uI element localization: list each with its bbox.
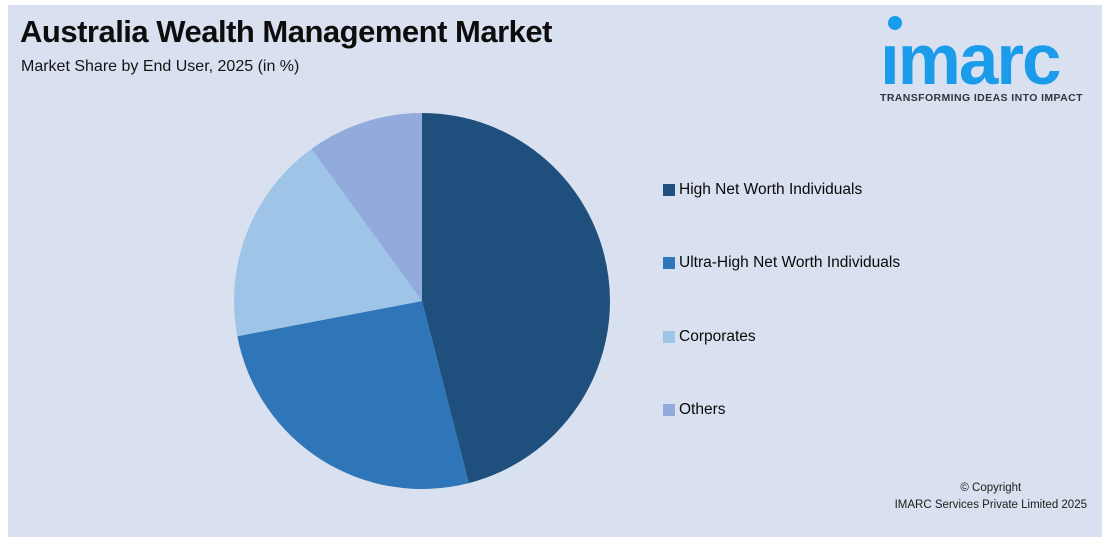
legend-label: High Net Worth Individuals	[679, 181, 863, 198]
page-title: Australia Wealth Management Market	[20, 14, 552, 49]
legend-swatch	[663, 184, 675, 196]
pie-chart	[233, 113, 610, 489]
legend-label: Corporates	[679, 328, 756, 345]
copyright-line2: IMARC Services Private Limited 2025	[894, 499, 1087, 511]
legend-label: Others	[679, 401, 726, 418]
legend-item-corporates: Corporates	[663, 327, 756, 347]
logo-wordmark: ımarc	[880, 21, 1061, 100]
legend-swatch	[663, 404, 675, 416]
legend-item-others: Others	[663, 400, 726, 420]
pie-slice	[422, 113, 610, 484]
copyright-notice: © Copyright IMARC Services Private Limit…	[895, 480, 1087, 514]
legend-item-high-net-worth: High Net Worth Individuals	[663, 180, 862, 200]
chart-subtitle: Market Share by End User, 2025 (in %)	[21, 58, 300, 75]
logo-i-dot-icon	[888, 16, 902, 30]
logo-tagline: TRANSFORMING IDEAS INTO IMPACT	[880, 92, 1083, 104]
imarc-logo: ımarc TRANSFORMING IDEAS INTO IMPACT	[880, 8, 1095, 108]
legend-item-ultra-high-net-worth: Ultra-High Net Worth Individuals	[663, 253, 900, 273]
pie-slice	[233, 148, 422, 337]
pie-slice	[311, 113, 422, 301]
copyright-line1: © Copyright	[960, 482, 1022, 494]
legend-swatch	[663, 331, 675, 343]
pie-chart-area	[227, 106, 617, 496]
legend-label: Ultra-High Net Worth Individuals	[679, 254, 901, 271]
legend-swatch	[663, 257, 675, 269]
pie-slice	[237, 301, 469, 489]
